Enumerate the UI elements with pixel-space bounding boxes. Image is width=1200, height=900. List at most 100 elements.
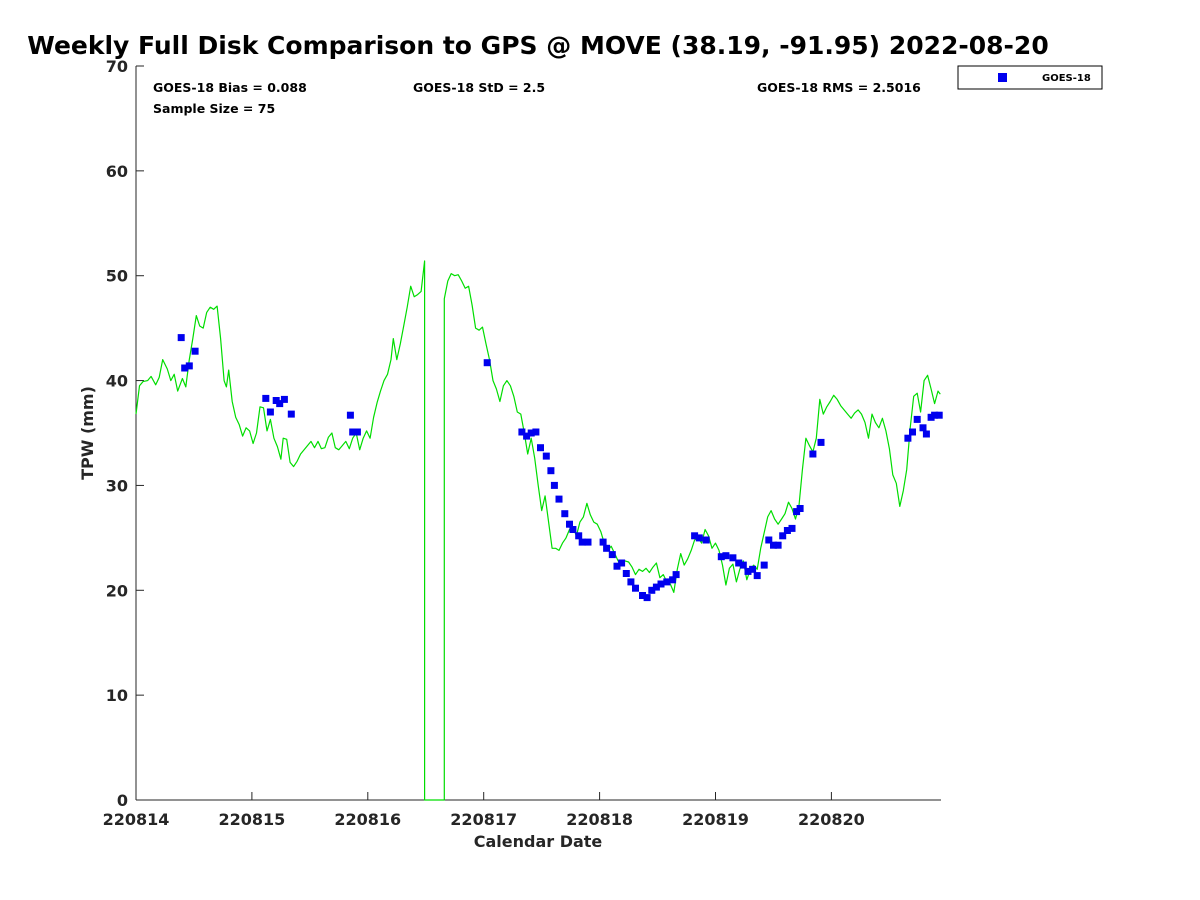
goes18-point <box>280 395 288 403</box>
goes18-point <box>770 541 777 549</box>
goes18-point <box>622 570 630 577</box>
goes18-point <box>537 444 544 452</box>
goes18-point <box>532 428 540 436</box>
goes18-point <box>753 572 761 580</box>
goes18-point <box>578 538 586 546</box>
goes18-point <box>599 538 607 546</box>
goes18-point <box>613 562 621 570</box>
legend-label: GOES-18 <box>1042 73 1091 84</box>
goes18-point <box>346 411 354 419</box>
goes18-point <box>566 520 573 528</box>
goes18-point <box>643 594 651 602</box>
goes18-point <box>561 510 569 518</box>
x-axis-label: Calendar Date <box>474 832 603 851</box>
goes18-point <box>749 565 757 573</box>
y-tick-label: 70 <box>106 57 128 76</box>
gps-series <box>135 260 941 801</box>
goes18-point <box>287 410 295 418</box>
goes18-point <box>904 434 912 442</box>
legend-marker <box>998 73 1007 82</box>
goes18-point <box>735 559 743 567</box>
y-tick-label: 40 <box>106 372 128 391</box>
goes18-point <box>935 411 943 419</box>
x-tick-label: 220818 <box>566 810 633 829</box>
goes18-point <box>722 552 730 560</box>
goes18-point <box>695 534 703 542</box>
goes18-point <box>783 527 791 534</box>
goes18-point <box>542 452 550 460</box>
plot-data-area <box>135 260 943 801</box>
goes18-point <box>922 430 930 438</box>
goes18-point <box>913 415 921 423</box>
y-tick-label: 0 <box>117 791 128 810</box>
goes18-point <box>523 432 531 440</box>
plot-axes <box>135 66 941 801</box>
gps-tpw-line <box>135 260 941 801</box>
goes18-point <box>632 584 639 592</box>
goes18-point <box>627 578 635 586</box>
goes18-point <box>702 536 710 544</box>
x-tick-label: 220815 <box>219 810 286 829</box>
goes18-point <box>569 526 577 533</box>
y-axis-label: TPW (mm) <box>78 386 97 480</box>
goes18-point <box>185 362 193 370</box>
y-tick-label: 30 <box>106 476 128 495</box>
goes18-point <box>931 411 939 419</box>
goes18-point <box>262 394 270 402</box>
y-axis-ticks: 0 10 20 30 40 50 60 70 <box>106 57 144 810</box>
y-tick-label: 20 <box>106 581 128 600</box>
x-tick-label: 220820 <box>798 810 865 829</box>
goes18-point <box>817 438 825 446</box>
goes18-point <box>266 408 274 416</box>
goes18-point <box>181 364 189 372</box>
goes18-point <box>717 553 725 561</box>
goes18-point <box>353 428 361 436</box>
goes18-point <box>796 505 804 512</box>
goes18-point <box>191 347 199 355</box>
goes18-point <box>483 359 491 367</box>
goes18-point <box>760 561 768 569</box>
goes18-point <box>809 450 817 458</box>
goes18-point <box>739 561 747 569</box>
goes18-point <box>744 567 752 575</box>
goes18-series <box>177 334 943 602</box>
goes18-point <box>672 571 680 579</box>
goes18-point <box>349 428 357 436</box>
x-axis-ticks: 220814 220815 220816 220817 220818 220819 2208… <box>103 792 865 829</box>
goes18-point <box>691 532 699 540</box>
legend-box <box>957 65 1103 90</box>
goes18-point <box>648 586 656 594</box>
bias-stat: GOES-18 Bias = 0.088 <box>153 80 307 95</box>
goes18-point <box>584 538 592 546</box>
goes18-point <box>669 576 677 584</box>
goes18-point <box>729 554 737 562</box>
legend: GOES-18 <box>957 65 1103 90</box>
goes18-point <box>657 580 665 588</box>
std-stat: GOES-18 StD = 2.5 <box>413 80 545 95</box>
x-tick-label: 220819 <box>682 810 749 829</box>
goes18-point <box>550 481 558 489</box>
goes18-point <box>603 544 611 552</box>
sample-size-stat: Sample Size = 75 <box>153 101 275 116</box>
goes18-point <box>518 428 526 436</box>
x-tick-label: 220816 <box>334 810 401 829</box>
goes18-point <box>765 536 773 544</box>
chart-title: Weekly Full Disk Comparison to GPS @ MOV… <box>27 31 1048 60</box>
goes18-point <box>177 334 185 342</box>
goes18-point <box>663 578 671 586</box>
y-tick-label: 50 <box>106 267 128 286</box>
goes18-point <box>779 532 787 540</box>
goes18-point <box>608 551 616 559</box>
goes18-point <box>652 583 660 591</box>
goes18-point <box>774 541 782 549</box>
x-tick-label: 220814 <box>103 810 170 829</box>
goes18-point <box>788 524 796 532</box>
y-tick-label: 60 <box>106 162 128 181</box>
goes18-point <box>547 467 555 475</box>
goes18-point <box>276 400 284 408</box>
y-tick-label: 10 <box>106 686 128 705</box>
x-tick-label: 220817 <box>450 810 517 829</box>
goes18-point <box>618 559 626 567</box>
